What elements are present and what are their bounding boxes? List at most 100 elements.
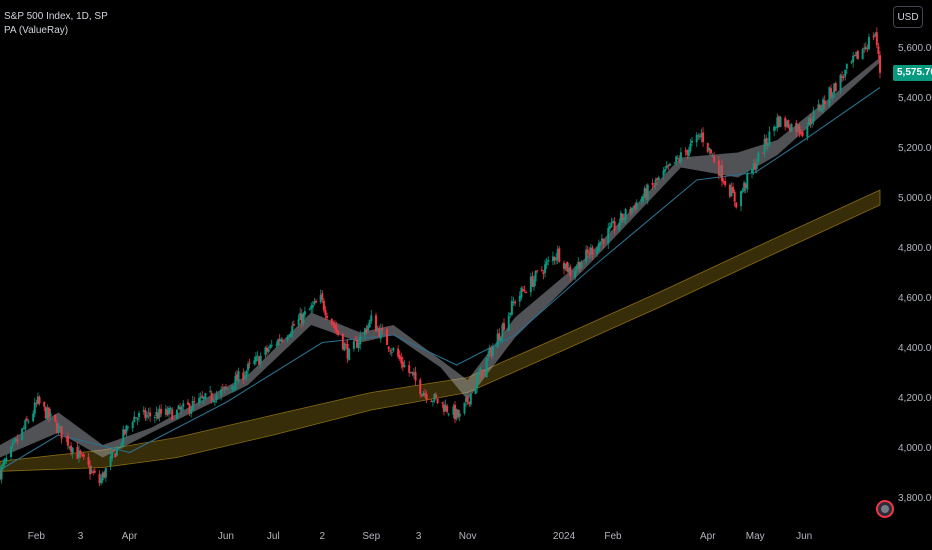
candle-body xyxy=(807,117,810,126)
candle-body xyxy=(642,196,645,201)
candle-body xyxy=(491,346,494,356)
candle-body xyxy=(721,165,724,182)
candle-body xyxy=(474,388,477,395)
candle-body xyxy=(109,456,112,467)
candle-body xyxy=(400,356,403,364)
time-tick-label: Feb xyxy=(604,531,622,542)
candle-body xyxy=(556,249,559,260)
price-axis[interactable]: 3,800.00 4,000.00 4,200.00 4,400.00 4,600.00… xyxy=(898,43,932,504)
candle-body xyxy=(213,401,216,403)
candle-body xyxy=(22,427,25,429)
tradingview-logo-icon[interactable] xyxy=(876,500,894,518)
candle-body xyxy=(333,324,336,329)
candle-body xyxy=(235,374,238,381)
candle-body xyxy=(210,392,213,401)
indicator-title[interactable]: PA (ValueRay) xyxy=(4,25,69,36)
candle-body xyxy=(190,409,193,414)
candle-body xyxy=(540,269,543,271)
candle-body xyxy=(863,47,866,49)
candle-body xyxy=(664,169,667,172)
slow-ma-line xyxy=(0,87,881,471)
candle-body xyxy=(777,116,780,127)
candle-body xyxy=(518,295,521,302)
candle-body xyxy=(668,163,671,166)
candle-body xyxy=(490,348,493,357)
price-tick-label: 4,200.00 xyxy=(898,393,932,404)
candle-body xyxy=(623,218,626,221)
candle-body xyxy=(27,421,30,423)
candle-body xyxy=(3,459,6,465)
candle-body xyxy=(368,320,371,327)
candle-body xyxy=(179,407,182,410)
candle-body xyxy=(476,376,479,389)
candle-body xyxy=(534,270,537,282)
candle-body xyxy=(702,132,705,143)
candle-body xyxy=(818,105,821,110)
candle-body xyxy=(292,324,295,326)
candle-body xyxy=(160,408,163,414)
candle-body xyxy=(684,150,687,152)
candle-body xyxy=(89,465,92,475)
candle-body xyxy=(270,344,273,346)
candle-body xyxy=(811,122,814,124)
candle-body xyxy=(153,416,156,418)
candle-body xyxy=(875,32,878,46)
candle-body xyxy=(54,414,57,422)
candle-body xyxy=(115,447,118,456)
candle-body xyxy=(55,423,58,433)
candle-body xyxy=(431,401,434,403)
candle-body xyxy=(834,82,837,92)
candle-body xyxy=(621,213,624,220)
candle-body xyxy=(743,182,746,192)
candle-body xyxy=(806,126,809,137)
candle-body xyxy=(0,466,3,480)
candle-body xyxy=(499,336,502,341)
candle-body xyxy=(232,387,235,389)
candle-body xyxy=(833,83,836,94)
candle-body xyxy=(5,458,8,462)
candle-body xyxy=(529,276,532,293)
time-tick-label: Nov xyxy=(459,531,477,542)
candle-body xyxy=(46,407,49,420)
candle-body xyxy=(103,472,106,478)
candle-body xyxy=(122,429,125,444)
candle-body xyxy=(188,404,191,413)
candle-body xyxy=(551,256,554,262)
candle-body xyxy=(180,406,183,411)
candle-body xyxy=(212,400,215,402)
candle-body xyxy=(706,143,709,152)
symbol-title[interactable]: S&P 500 Index, 1D, SP xyxy=(4,11,108,22)
candle-body xyxy=(98,473,101,484)
candle-body xyxy=(423,393,426,395)
candle-body xyxy=(853,55,856,57)
candle-body xyxy=(689,143,692,152)
candle-body xyxy=(66,435,69,446)
candle-body xyxy=(36,396,39,404)
candle-body xyxy=(765,138,768,145)
candles xyxy=(0,27,881,487)
currency-button[interactable]: USD xyxy=(893,6,923,28)
time-tick-label: Jun xyxy=(218,531,234,542)
candle-body xyxy=(335,327,338,332)
candle-body xyxy=(487,354,490,357)
candle-body xyxy=(199,397,202,399)
candle-body xyxy=(221,387,224,389)
candle-body xyxy=(82,454,85,457)
candle-body xyxy=(713,155,716,163)
candle-body xyxy=(514,301,517,304)
candle-body xyxy=(87,457,90,465)
candle-body xyxy=(480,369,483,377)
candle-body xyxy=(326,316,329,318)
candle-body xyxy=(596,249,599,254)
candle-body xyxy=(308,309,311,311)
candle-body xyxy=(501,324,504,337)
candle-body xyxy=(288,335,291,337)
candle-body xyxy=(544,264,547,273)
candle-body xyxy=(43,401,46,407)
time-axis[interactable]: Feb 3 Apr Jun Jul 2 Sep 3 Nov 2024 Feb Apr May Jun xyxy=(28,531,813,542)
candle-body xyxy=(164,408,167,415)
candle-body xyxy=(409,372,412,374)
candle-body xyxy=(267,349,270,352)
candle-body xyxy=(158,408,161,418)
